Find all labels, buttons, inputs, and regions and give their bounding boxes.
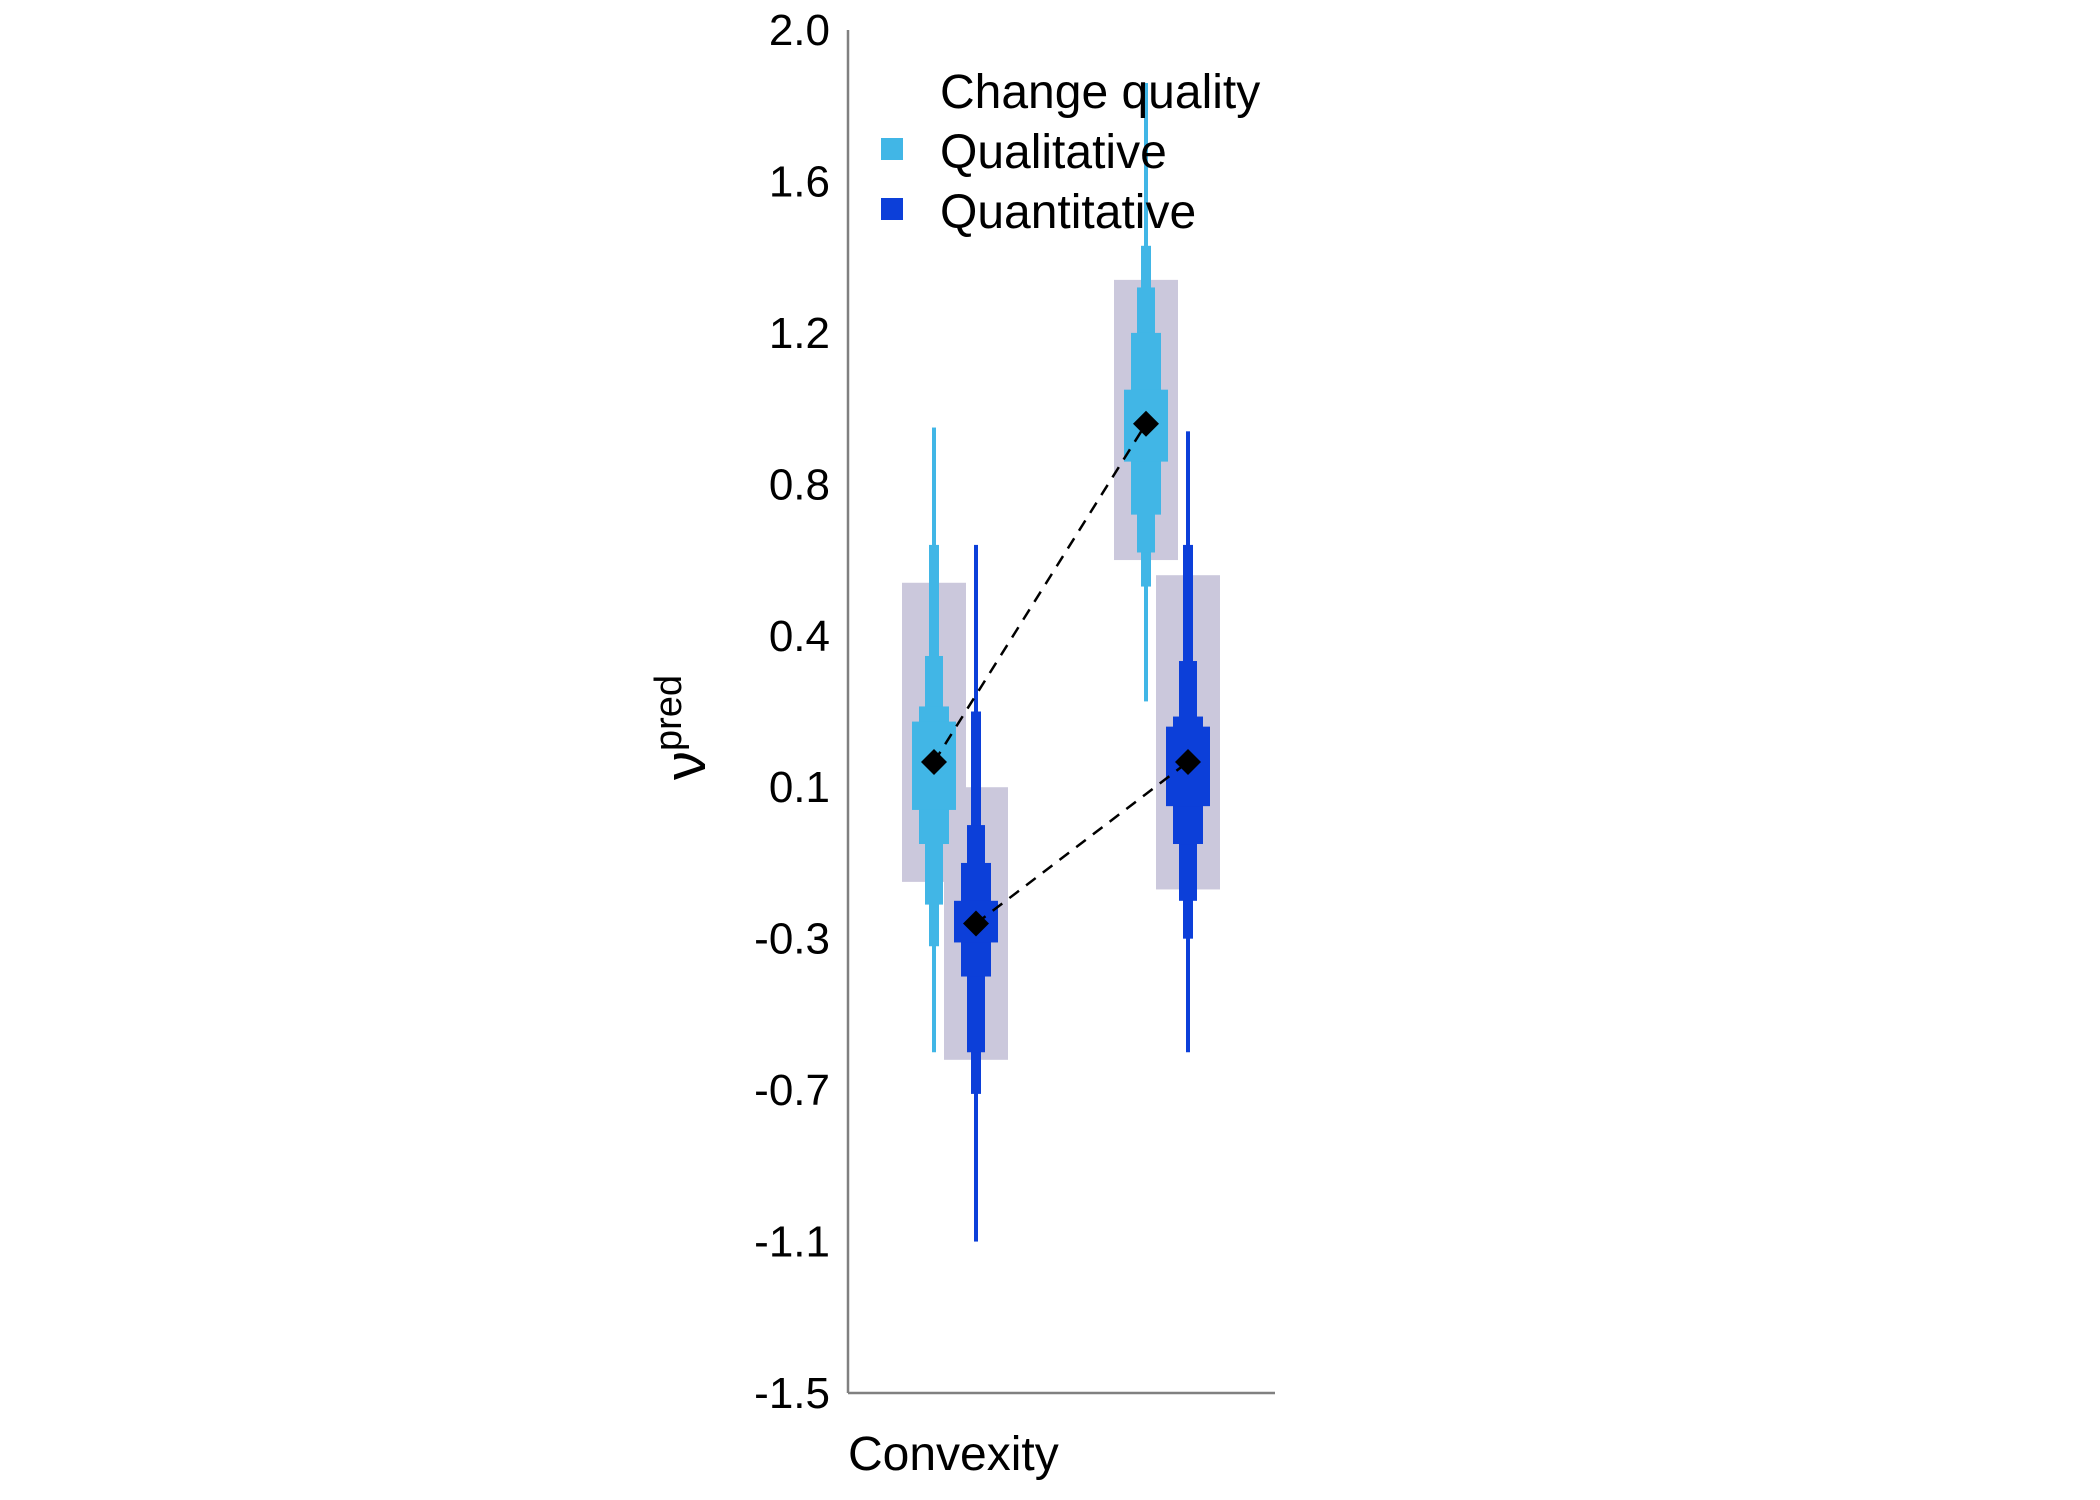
mean-connectors <box>932 423 1189 925</box>
y-tick-label: -1.1 <box>754 1218 830 1267</box>
mean-point-qualitative-left <box>921 748 947 775</box>
connector-line-qualitative <box>932 423 1148 763</box>
legend-swatch-quantitative <box>881 198 903 220</box>
y-tick-label: -1.5 <box>754 1369 830 1418</box>
y-axis-ticks: 2.0 1.6 1.2 0.8 0.4 0.1 -0.3 -0.7 -1.1 -1.5 <box>754 6 830 1418</box>
mean-point-qualitative-right <box>1133 410 1159 437</box>
y-tick-label: 1.6 <box>769 157 830 206</box>
hdi-boxes <box>902 279 1220 1060</box>
legend: Change quality Qualitative Quantitative <box>881 66 1260 239</box>
mean-point-quantitative-right <box>1175 748 1201 775</box>
legend-label-qualitative: Qualitative <box>940 126 1167 179</box>
y-tick-label: 0.1 <box>769 763 830 812</box>
interval-marks <box>912 83 1210 1242</box>
mean-point-quantitative-left <box>963 910 989 937</box>
y-axis-title: νpred <box>648 675 718 780</box>
y-tick-label: 1.2 <box>769 309 830 358</box>
legend-label-quantitative: Quantitative <box>940 186 1196 239</box>
legend-swatch-qualitative <box>881 138 903 160</box>
y-tick-label: 2.0 <box>769 6 830 55</box>
y-axis-title-symbol: ν <box>653 751 718 780</box>
y-tick-label: 0.4 <box>769 612 830 661</box>
legend-title: Change quality <box>940 66 1260 119</box>
svg-text:νpred: νpred <box>648 675 718 780</box>
y-tick-label: -0.7 <box>754 1066 830 1115</box>
mean-points <box>921 410 1201 937</box>
x-axis-title: Convexity <box>848 1428 1059 1481</box>
y-tick-label: 0.8 <box>769 460 830 509</box>
y-tick-label: -0.3 <box>754 915 830 964</box>
connector-line-quantitative <box>975 760 1189 925</box>
y-axis-title-superscript: pred <box>648 675 690 751</box>
